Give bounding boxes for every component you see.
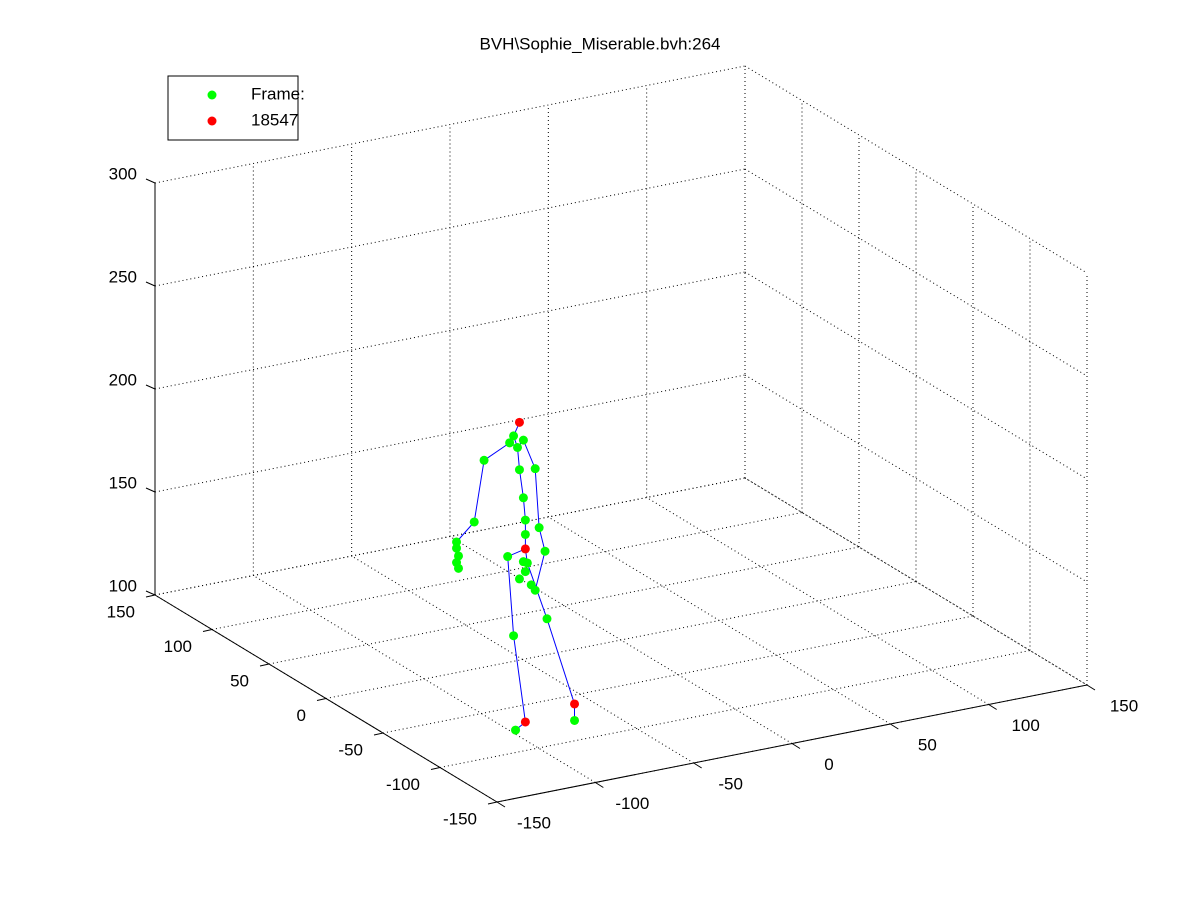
z-tick	[145, 178, 156, 184]
joint-marker	[530, 464, 540, 474]
y-tick	[430, 767, 441, 770]
joint-marker	[570, 715, 580, 725]
joint-marker	[518, 493, 528, 503]
joint-marker	[509, 631, 519, 641]
joint-marker	[542, 614, 552, 624]
grid-line	[439, 650, 1031, 768]
joint-marker	[520, 515, 530, 525]
x-tick	[1086, 684, 1096, 691]
joint-marker	[513, 442, 522, 452]
z-tick-label: 250	[109, 267, 137, 286]
grid-line	[154, 374, 746, 493]
joint-marker	[570, 699, 580, 709]
x-tick	[791, 743, 801, 749]
y-tick	[316, 698, 327, 701]
x-tick-label: -150	[517, 813, 551, 832]
z-tick-label: 200	[109, 370, 137, 389]
y-tick	[202, 629, 213, 632]
joint-marker	[520, 544, 530, 554]
joint-marker	[454, 563, 463, 573]
grid-line	[154, 65, 746, 184]
chart-title: BVH\Sophie_Miserable.bvh:264	[480, 34, 721, 53]
joint-marker	[520, 529, 530, 539]
joint-marker	[520, 567, 530, 577]
x-tick	[496, 801, 506, 808]
joint-marker	[534, 523, 544, 533]
joint-marker	[530, 585, 540, 595]
joint-marker	[452, 537, 462, 547]
joint-marker	[511, 725, 521, 735]
joint-marker	[540, 546, 550, 556]
joint-marker	[452, 543, 462, 553]
z-tick	[145, 384, 156, 390]
joint-marker	[514, 417, 524, 427]
grid-line	[154, 271, 746, 390]
x-tick-label: 150	[1110, 696, 1138, 715]
joint-marker	[469, 517, 479, 527]
joint-marker	[522, 558, 532, 568]
joint-marker	[503, 552, 513, 562]
joint-marker	[514, 574, 524, 584]
z-tick	[145, 281, 156, 287]
joint-marker	[514, 465, 524, 475]
joint-marker	[518, 435, 528, 445]
legend-marker	[207, 90, 217, 100]
legend-marker	[207, 116, 217, 126]
legend-label: 18547	[251, 110, 298, 129]
x-tick-label: 0	[824, 755, 833, 774]
z-tick-label: 150	[109, 473, 137, 492]
x-tick	[693, 762, 702, 769]
x-tick	[595, 782, 604, 788]
x-tick	[988, 704, 997, 710]
joint-marker	[509, 431, 519, 441]
legend-label: Frame:	[251, 84, 305, 103]
y-tick-label: -150	[443, 809, 477, 828]
y-tick	[145, 594, 156, 598]
grid-line	[211, 512, 803, 630]
x-tick-label: -50	[718, 774, 743, 793]
x-tick-label: 100	[1011, 716, 1039, 735]
joint-marker	[520, 717, 530, 727]
x-tick	[890, 723, 899, 730]
y-tick-label: -50	[338, 740, 363, 759]
x-tick-label: -100	[615, 794, 649, 813]
grid-line	[325, 581, 917, 699]
z-tick	[145, 590, 156, 596]
grid-line	[268, 546, 860, 665]
y-tick	[487, 801, 498, 805]
x-tick-label: 50	[918, 735, 937, 754]
z-tick	[145, 487, 156, 493]
y-tick-label: 100	[164, 637, 192, 656]
y-tick-label: 0	[297, 706, 306, 725]
legend-box	[167, 75, 299, 141]
y-tick	[373, 732, 384, 736]
y-tick	[259, 663, 270, 667]
y-tick-label: 150	[107, 602, 135, 621]
grid-line	[154, 168, 746, 287]
joint-marker	[505, 438, 515, 448]
grid-line	[154, 477, 746, 596]
grid-line	[382, 615, 974, 734]
y-tick-label: -100	[386, 775, 420, 794]
y-tick-label: 50	[230, 671, 249, 690]
z-tick-label: 300	[109, 164, 137, 183]
z-tick-label: 100	[109, 576, 137, 595]
joint-marker	[479, 455, 489, 465]
